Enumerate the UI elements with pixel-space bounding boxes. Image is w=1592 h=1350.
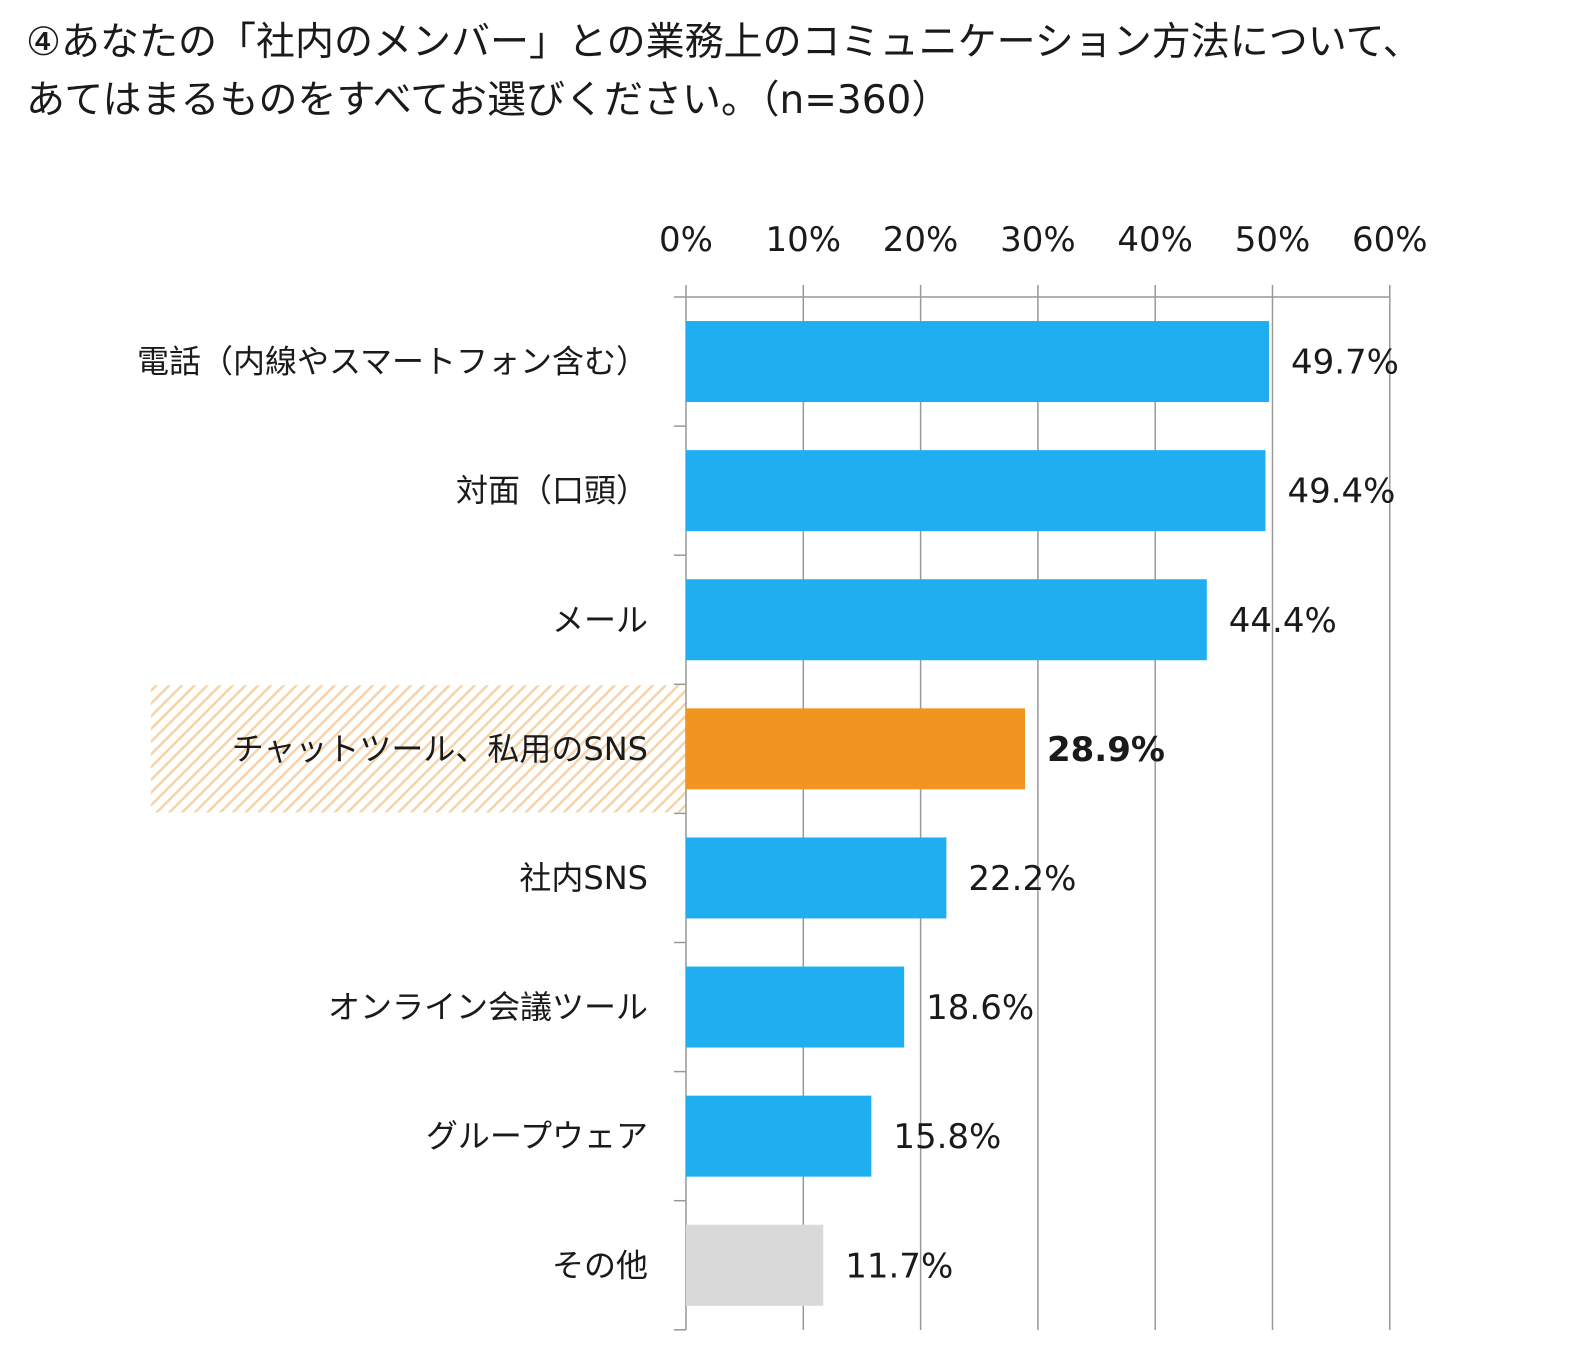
data-label: 49.4%	[1287, 472, 1395, 512]
bar	[686, 1224, 824, 1306]
data-label: 28.9%	[1047, 730, 1165, 770]
category-label: 社内SNS	[519, 859, 648, 897]
bar	[686, 708, 1025, 790]
axis-tick-label: 10%	[766, 220, 842, 260]
chart-title-line-2: あてはまるものをすべてお選びください。（n=360）	[26, 78, 951, 123]
bar	[686, 966, 905, 1048]
axis-tick-label: 30%	[1000, 220, 1076, 260]
data-label: 49.7%	[1291, 343, 1399, 383]
data-label: 22.2%	[968, 859, 1076, 899]
bar	[686, 579, 1207, 661]
chart-title-line-1: ④あなたの「社内のメンバー」との業務上のコミュニケーション方法について、	[26, 20, 1422, 65]
category-label: 対面（口頭）	[456, 472, 648, 510]
category-label: チャットツール、私用のSNS	[232, 730, 648, 768]
category-label: オンライン会議ツール	[328, 988, 648, 1026]
data-label: 44.4%	[1229, 601, 1337, 641]
category-label: その他	[552, 1246, 648, 1284]
data-label: 11.7%	[845, 1246, 953, 1286]
axis-tick-label: 20%	[883, 220, 959, 260]
highlight-band	[151, 685, 686, 813]
bar	[686, 1095, 872, 1177]
bar	[686, 321, 1269, 403]
axis-tick-label: 40%	[1117, 220, 1193, 260]
data-label: 18.6%	[926, 988, 1034, 1028]
category-label: グループウェア	[426, 1117, 648, 1155]
bar	[686, 450, 1266, 532]
category-label: メール	[552, 601, 648, 639]
axis-tick-label: 50%	[1235, 220, 1311, 260]
category-label: 電話（内線やスマートフォン含む）	[137, 343, 648, 381]
data-label: 15.8%	[893, 1117, 1001, 1157]
axis-tick-label: 60%	[1352, 220, 1428, 260]
bar	[686, 837, 947, 919]
chart-title: ④あなたの「社内のメンバー」との業務上のコミュニケーション方法について、 あては…	[26, 14, 1566, 130]
axis-tick-label: 0%	[659, 220, 713, 260]
